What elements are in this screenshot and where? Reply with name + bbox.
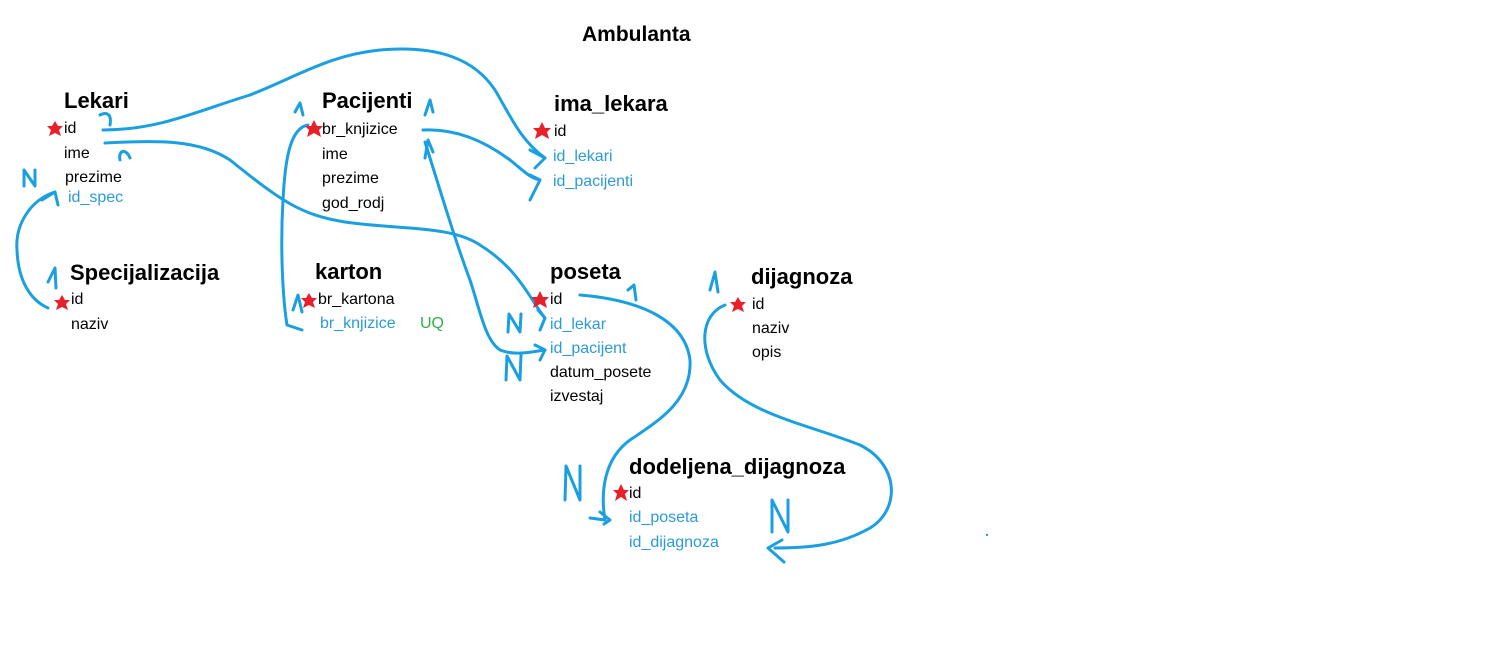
entity-title-lekari: Lekari xyxy=(64,88,129,113)
entity-title-specijalizacija: Specijalizacija xyxy=(70,260,220,285)
arrow-tick-lekari-spec xyxy=(40,190,60,207)
field-karton-br-kartona: br_kartona xyxy=(318,291,395,308)
field-dijagnoza-opis: opis xyxy=(752,344,782,361)
field-lekari-prezime: prezime xyxy=(65,169,122,186)
field-specijalizacija-id: id xyxy=(71,291,84,308)
card-one-dijagnoza xyxy=(708,270,720,294)
field-pacijenti-god-rodj: god_rodj xyxy=(322,195,385,212)
connector-pacijenti-karton xyxy=(280,123,310,332)
card-one-specijalizacija xyxy=(46,266,58,290)
card-one-poseta xyxy=(626,283,638,302)
entity-title-karton: karton xyxy=(315,259,383,284)
card-many-lekari xyxy=(22,168,37,188)
card-one-lekari-ime xyxy=(118,150,132,162)
card-one-lekari-id xyxy=(98,112,112,127)
arrow-tick-ima-lekara-1 xyxy=(528,148,547,170)
field-dodeljena-id-poseta: id_poseta xyxy=(629,509,699,526)
field-poseta-id-lekar: id_lekar xyxy=(550,316,607,333)
field-pacijenti-br-knjizice: br_knjizice xyxy=(322,121,398,138)
pk-star-icon-karton xyxy=(301,293,317,308)
pk-star-icon-specijalizacija xyxy=(54,295,70,310)
field-poseta-datum-posete: datum_posete xyxy=(550,364,652,381)
connector-lekari-specijalizacija xyxy=(15,190,57,310)
field-poseta-id: id xyxy=(550,291,563,308)
pk-star-icon-ima-lekara xyxy=(533,122,551,139)
field-ima-lekara-id: id xyxy=(554,123,567,140)
connector-lekari-poseta xyxy=(103,140,547,320)
stray-dot xyxy=(986,534,988,536)
card-one-pacijenti-down xyxy=(423,138,435,160)
card-many-poseta-top xyxy=(506,312,523,334)
connector-lekari-ima-lekara xyxy=(101,47,547,160)
field-dijagnoza-naziv: naziv xyxy=(752,320,790,337)
card-many-dodeljena-right xyxy=(770,498,790,534)
pk-star-icon-dijagnoza xyxy=(730,297,746,312)
connector-dijagnoza-dodeljena xyxy=(703,303,893,550)
arrow-tick-dodeljena-1 xyxy=(598,510,612,526)
field-lekari-id: id xyxy=(64,120,77,137)
field-pacijenti-prezime: prezime xyxy=(322,170,379,187)
card-one-karton xyxy=(291,293,304,314)
card-one-pacijenti-right xyxy=(423,98,435,117)
field-dijagnoza-id: id xyxy=(752,296,765,313)
arrow-tick-poseta-2 xyxy=(533,343,547,362)
field-dodeljena-id: id xyxy=(629,485,642,502)
entity-title-dijagnoza: dijagnoza xyxy=(751,264,853,289)
card-many-dodeljena-left xyxy=(563,464,582,502)
field-specijalizacija-naziv: naziv xyxy=(71,316,109,333)
entity-title-dodeljena-dijagnoza: dodeljena_dijagnoza xyxy=(629,454,846,479)
entity-title-pacijenti: Pacijenti xyxy=(322,88,413,113)
field-poseta-izvestaj: izvestaj xyxy=(550,388,604,405)
entity-title-poseta: poseta xyxy=(550,259,621,284)
arrow-tick-dodeljena-2 xyxy=(766,538,786,564)
unique-label-karton: UQ xyxy=(420,315,444,332)
field-lekari-ime: ime xyxy=(64,145,90,162)
card-one-pacijenti-left xyxy=(293,101,305,117)
card-many-poseta-bottom xyxy=(504,353,523,382)
pk-star-icon-lekari xyxy=(47,121,63,136)
diagram-title: Ambulanta xyxy=(582,23,691,46)
field-pacijenti-ime: ime xyxy=(322,146,348,163)
field-lekari-id-spec: id_spec xyxy=(68,189,124,206)
entity-title-ima-lekara: ima_lekara xyxy=(554,91,668,116)
connector-pacijenti-poseta xyxy=(423,140,547,355)
connector-poseta-dodeljena xyxy=(578,293,692,522)
arrow-tick-ima-lekara-2 xyxy=(528,173,542,202)
field-poseta-id-pacijent: id_pacijent xyxy=(550,340,627,357)
field-ima-lekara-id-pacijenti: id_pacijenti xyxy=(553,173,634,190)
field-dodeljena-id-dijagnoza: id_dijagnoza xyxy=(629,534,719,551)
field-ima-lekara-id-lekari: id_lekari xyxy=(553,148,613,165)
arrow-tick-poseta-1 xyxy=(536,308,547,332)
pk-star-icon-poseta xyxy=(531,291,549,308)
field-karton-br-knjizice: br_knjizice xyxy=(320,315,396,332)
pk-star-icon-pacijenti xyxy=(305,120,323,137)
pk-star-icon-dodeljena xyxy=(613,484,629,501)
